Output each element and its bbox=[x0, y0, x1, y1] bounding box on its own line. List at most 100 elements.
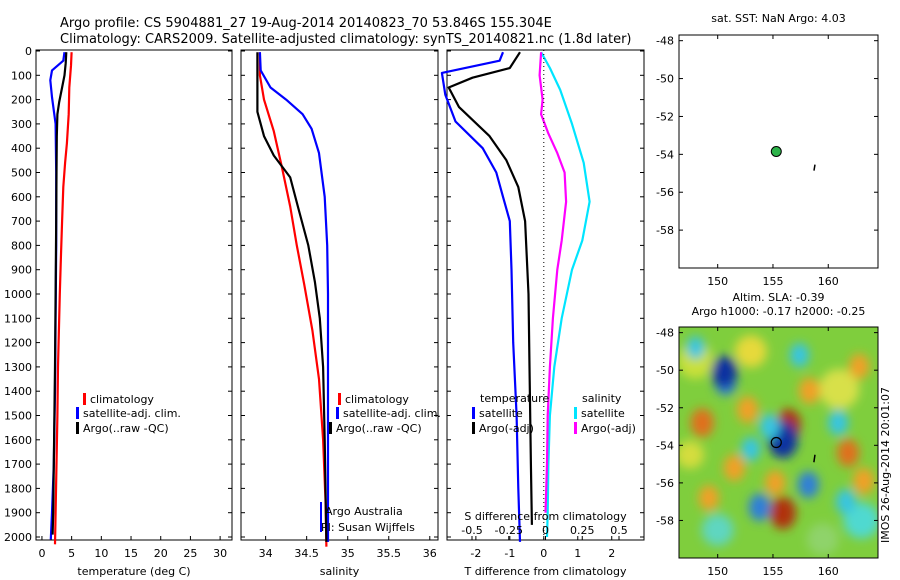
legend-entry-s-argo-swatch bbox=[574, 422, 577, 434]
annotation-pi: PI: Susan Wijffels bbox=[321, 521, 415, 534]
x-tick-label: 34.5 bbox=[294, 547, 319, 560]
x-tick-label: 2 bbox=[608, 547, 615, 560]
series-line-1-1 bbox=[53, 52, 73, 545]
map-y-tick-label: -52 bbox=[656, 110, 674, 123]
x2-axis-label: S difference from climatology bbox=[464, 510, 627, 523]
x-tick-label: 15 bbox=[124, 547, 138, 560]
sla-anomaly bbox=[797, 471, 819, 498]
series-line-3-3 bbox=[540, 51, 591, 538]
legend-entry-argo-swatch bbox=[76, 422, 79, 434]
sla-map-frame bbox=[678, 326, 879, 559]
depth-tick-label: 300 bbox=[11, 118, 32, 131]
depth-tick-label: 1000 bbox=[4, 288, 32, 301]
legend-entry-s-argo: Argo(-adj) bbox=[581, 422, 636, 435]
imos-side-label: IMOS 26-Aug-2014 20:01:07 bbox=[879, 387, 892, 543]
map-x-tick-label: 160 bbox=[818, 275, 839, 288]
x-tick-label: 35.5 bbox=[377, 547, 402, 560]
x2-tick-label: 0.5 bbox=[610, 524, 628, 537]
sla-anomaly bbox=[769, 496, 796, 530]
map-x-tick-label: 160 bbox=[818, 565, 839, 578]
series-line-2-3 bbox=[256, 52, 328, 542]
sla-anomaly bbox=[828, 410, 849, 436]
sla-map-subtitle: Argo h1000: -0.17 h2000: -0.25 bbox=[692, 305, 866, 318]
legend-entry-climatology: climatology bbox=[90, 393, 154, 406]
coast-mark bbox=[813, 454, 816, 463]
x-tick-label: -1 bbox=[504, 547, 515, 560]
legend-entry-climatology-swatch bbox=[83, 393, 86, 405]
legend-entry-t-argo: Argo(-adj) bbox=[479, 422, 534, 435]
sla-anomaly bbox=[789, 343, 810, 368]
legend-heading-temperature: temperature bbox=[480, 392, 549, 405]
sla-anomaly bbox=[736, 396, 759, 423]
sla-anomaly bbox=[849, 353, 870, 380]
x-tick-label: 36 bbox=[423, 547, 437, 560]
x2-tick-label: 0 bbox=[542, 524, 549, 537]
sla-patch bbox=[679, 440, 705, 469]
x-tick-label: 1 bbox=[574, 547, 581, 560]
legend-entry-satellite: satellite-adj. clim. bbox=[343, 407, 441, 420]
x-tick-label: 0 bbox=[540, 547, 547, 560]
profile-location-marker bbox=[770, 146, 782, 157]
sla-anomaly bbox=[741, 437, 761, 462]
series-line-2-1 bbox=[258, 52, 328, 547]
header-line-2: Climatology: CARS2009. Satellite-adjuste… bbox=[60, 32, 632, 47]
x2-tick-label: 0.25 bbox=[570, 524, 595, 537]
depth-tick-label: 400 bbox=[11, 142, 32, 155]
x-tick-label: 34 bbox=[259, 547, 273, 560]
header-line-1: Argo profile: CS 5904881_27 19-Aug-2014 … bbox=[60, 16, 552, 31]
sla-anomaly bbox=[759, 413, 780, 440]
map-y-tick-label: -48 bbox=[656, 35, 674, 48]
series-line-1-3 bbox=[51, 52, 68, 535]
depth-tick-label: 1700 bbox=[4, 458, 32, 471]
sla-anomaly bbox=[711, 355, 738, 389]
series-line-3-4 bbox=[538, 52, 568, 513]
map-y-tick-label: -56 bbox=[656, 477, 674, 490]
sla-anomaly bbox=[765, 470, 786, 496]
map-x-tick-label: 150 bbox=[707, 275, 728, 288]
legend-entry-t-satellite: satellite bbox=[479, 407, 523, 420]
legend-entry-satellite: satellite-adj. clim. bbox=[83, 407, 181, 420]
sla-patch bbox=[701, 513, 734, 546]
depth-tick-label: 700 bbox=[11, 215, 32, 228]
series-line-3-2 bbox=[447, 51, 533, 525]
legend-entry-s-satellite-swatch bbox=[574, 407, 577, 419]
depth-tick-label: 1600 bbox=[4, 434, 32, 447]
x-axis-label: T difference from climatology bbox=[464, 565, 627, 578]
sst-map-title: sat. SST: NaN Argo: 4.03 bbox=[711, 12, 845, 25]
map-y-tick-label: -48 bbox=[656, 327, 674, 340]
x-tick-label: 30 bbox=[213, 547, 227, 560]
series-line-2-2 bbox=[258, 52, 330, 542]
x-tick-label: 5 bbox=[68, 547, 75, 560]
map-x-tick-label: 150 bbox=[707, 565, 728, 578]
depth-tick-label: 900 bbox=[11, 264, 32, 277]
sla-patch bbox=[806, 523, 839, 556]
map-y-tick-label: -54 bbox=[656, 439, 674, 452]
sla-anomaly bbox=[690, 408, 714, 438]
sla-anomaly bbox=[835, 489, 857, 515]
depth-tick-label: 200 bbox=[11, 94, 32, 107]
map-y-tick-label: -58 bbox=[656, 514, 674, 527]
map-x-tick-label: 155 bbox=[762, 565, 783, 578]
panel-frame bbox=[35, 49, 233, 541]
sla-anomaly bbox=[748, 493, 771, 522]
legend-entry-t-argo-swatch bbox=[472, 422, 475, 434]
map-x-tick-label: 155 bbox=[762, 275, 783, 288]
map-y-tick-label: -50 bbox=[656, 73, 674, 86]
map-y-tick-label: -54 bbox=[656, 148, 674, 161]
depth-tick-label: 1900 bbox=[4, 507, 32, 520]
annotation-argo-australia: Argo Australia bbox=[325, 505, 403, 518]
sla-anomaly bbox=[698, 485, 719, 511]
profile-location-marker bbox=[770, 436, 782, 449]
map-y-tick-label: -52 bbox=[656, 402, 674, 415]
legend-heading-salinity: salinity bbox=[582, 392, 622, 405]
legend-entry-argo: Argo(..raw -QC) bbox=[83, 422, 169, 435]
sla-anomaly bbox=[798, 377, 821, 405]
sla-patch bbox=[819, 368, 860, 409]
depth-tick-label: 1800 bbox=[4, 482, 32, 495]
depth-tick-label: 2000 bbox=[4, 531, 32, 544]
map-y-tick-label: -50 bbox=[656, 364, 674, 377]
x-axis-label: salinity bbox=[320, 565, 360, 578]
x-tick-label: 35 bbox=[341, 547, 355, 560]
legend-entry-satellite-swatch bbox=[76, 407, 79, 419]
